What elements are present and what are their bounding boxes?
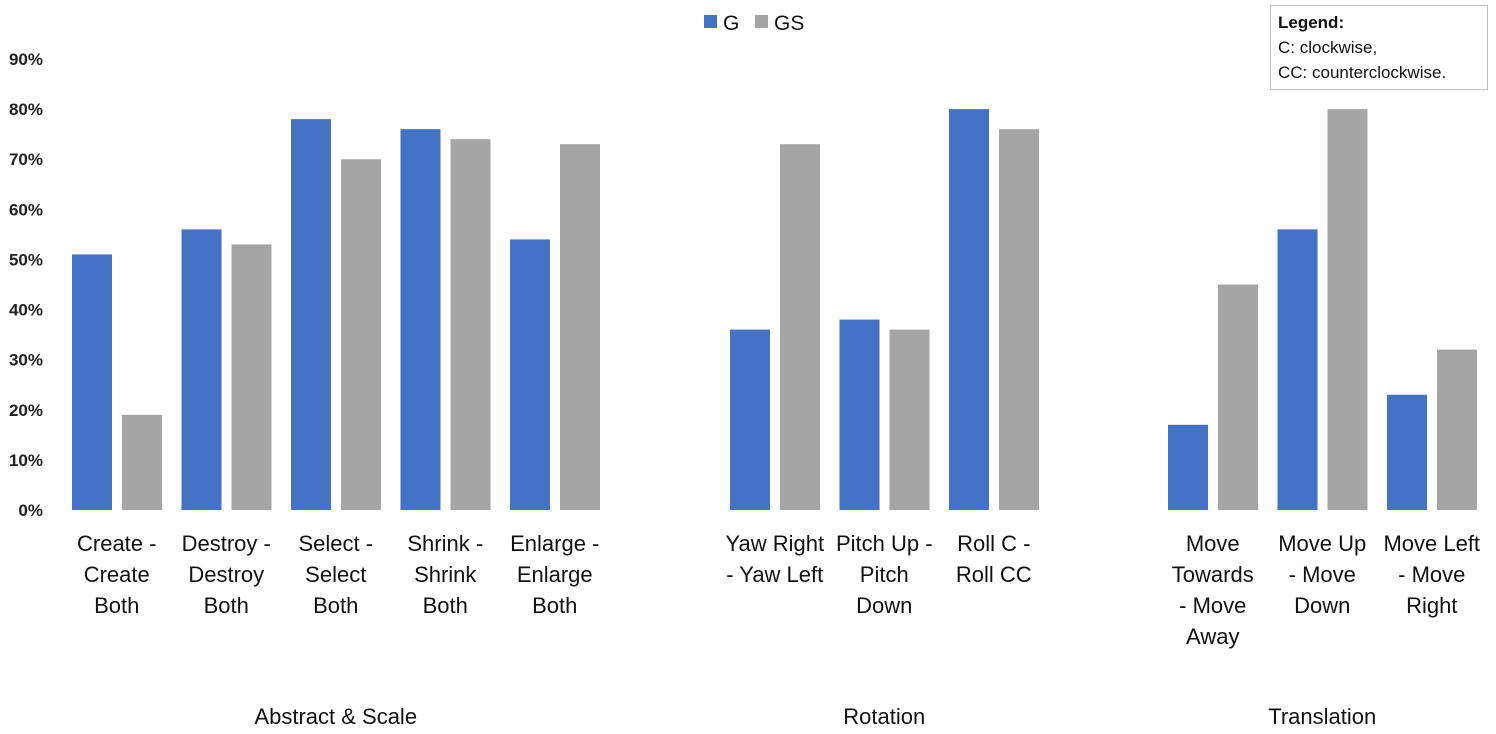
- bar-gs: [231, 244, 272, 510]
- x-tick-label: Roll C -Roll CC: [956, 531, 1032, 587]
- bar-gs: [999, 129, 1039, 510]
- y-tick-label: 80%: [9, 100, 43, 119]
- y-tick-label: 10%: [9, 451, 43, 470]
- annotation-line: CC: counterclockwise.: [1278, 63, 1447, 82]
- group-label: Rotation: [843, 704, 925, 729]
- x-tick-label: Create -Create Both: [77, 531, 156, 618]
- legend: G GS: [704, 12, 804, 35]
- bar-gs: [780, 144, 820, 510]
- legend-swatch-gs: [755, 15, 768, 28]
- x-tick-label: Shrink -Shrink Both: [407, 531, 483, 618]
- group-label: Abstract & Scale: [254, 704, 417, 729]
- bar-g: [730, 329, 770, 510]
- y-tick-label: 70%: [9, 150, 43, 169]
- x-axis: Create -Create Both Destroy -Destroy Both Se…: [77, 531, 1480, 649]
- bar-g: [1168, 424, 1208, 510]
- annotation-title: Legend:: [1278, 13, 1345, 32]
- bar-g: [400, 129, 441, 510]
- annotation-line: C: clockwise,: [1278, 38, 1378, 57]
- y-tick-label: 60%: [9, 200, 43, 219]
- x-tick-label: Move Left - Move Right: [1383, 531, 1480, 618]
- bar-gs: [122, 414, 162, 510]
- bar-g: [1277, 229, 1318, 510]
- x-tick-label: Yaw Right - Yaw Left: [725, 531, 824, 587]
- bar-g: [949, 109, 989, 510]
- bar-gs: [450, 139, 491, 510]
- bar-gs: [889, 329, 930, 510]
- x-tick-label: Pitch Up -Pitch Down: [836, 531, 933, 618]
- x-tick-label: Destroy -Destroy Both: [182, 531, 271, 618]
- bar-g: [510, 239, 550, 510]
- bar-gs: [1327, 109, 1368, 510]
- bar-g: [181, 229, 222, 510]
- bar-gs: [1437, 349, 1477, 510]
- y-tick-label: 40%: [9, 301, 43, 320]
- x-tick-label: Move Towards - Move Away: [1172, 531, 1254, 649]
- y-tick-label: 20%: [9, 401, 43, 420]
- y-axis: 0% 10% 20% 30% 40% 50% 60% 70% 80% 90%: [9, 50, 43, 520]
- legend-label-gs: GS: [774, 12, 804, 35]
- x-tick-label: Move Up - Move Down: [1278, 531, 1366, 618]
- bar-g: [839, 319, 880, 510]
- y-tick-label: 30%: [9, 351, 43, 370]
- bar-g: [1387, 394, 1427, 510]
- x-tick-label: Select -Select Both: [298, 531, 373, 618]
- bar-gs: [560, 144, 600, 510]
- bar-gs: [341, 159, 381, 510]
- group-labels: Abstract & Scale Rotation Translation: [254, 704, 1376, 729]
- bar-g: [72, 254, 112, 510]
- bar-gs: [1218, 284, 1258, 510]
- legend-label-g: G: [723, 12, 739, 35]
- bars: [72, 109, 1477, 510]
- y-tick-label: 0%: [18, 501, 43, 520]
- group-label: Translation: [1268, 704, 1376, 729]
- x-tick-label: Enlarge -Enlarge Both: [510, 531, 599, 618]
- y-tick-label: 50%: [9, 250, 43, 269]
- bar-g: [291, 119, 331, 510]
- annotation-box: Legend: C: clockwise, CC: counterclockwi…: [1270, 5, 1488, 90]
- legend-swatch-g: [704, 15, 717, 28]
- y-tick-label: 90%: [9, 50, 43, 69]
